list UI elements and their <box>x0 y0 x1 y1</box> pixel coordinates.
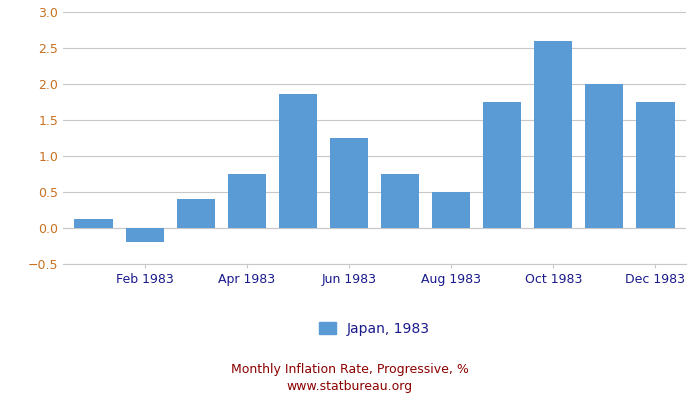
Bar <box>125 228 164 242</box>
Bar <box>279 94 317 228</box>
Bar <box>636 102 675 228</box>
Text: Monthly Inflation Rate, Progressive, %: Monthly Inflation Rate, Progressive, % <box>231 364 469 376</box>
Bar <box>330 138 368 228</box>
Text: www.statbureau.org: www.statbureau.org <box>287 380 413 393</box>
Bar <box>381 174 419 228</box>
Bar <box>74 219 113 228</box>
Bar <box>432 192 470 228</box>
Bar <box>534 41 573 228</box>
Bar <box>228 174 266 228</box>
Bar <box>585 84 624 228</box>
Bar <box>176 199 215 228</box>
Bar <box>483 102 522 228</box>
Legend: Japan, 1983: Japan, 1983 <box>314 316 435 342</box>
